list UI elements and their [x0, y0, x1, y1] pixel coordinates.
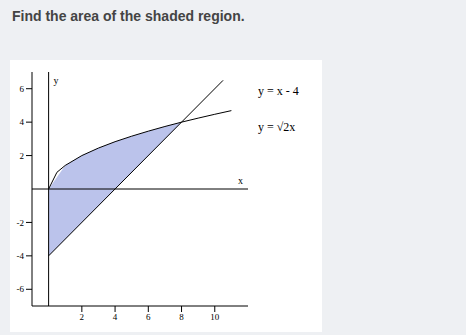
svg-text:6: 6 — [20, 84, 25, 94]
svg-text:4: 4 — [20, 117, 25, 127]
svg-text:10: 10 — [210, 312, 220, 322]
html-text:Find the area of the shaded re: Find the area of the shaded region. — [12, 8, 245, 24]
html-text:y = x - 4: y = x - 4 — [258, 84, 299, 98]
svg-text:8: 8 — [179, 312, 184, 322]
svg-text:y: y — [54, 75, 59, 86]
svg-text:6: 6 — [146, 312, 151, 322]
svg-text:2: 2 — [80, 312, 85, 322]
svg-text:4: 4 — [113, 312, 118, 322]
svg-text:-2: -2 — [17, 218, 25, 228]
svg-text:x: x — [238, 175, 243, 186]
svg-text:-4: -4 — [17, 251, 25, 261]
svg-text:-6: -6 — [17, 284, 25, 294]
svg-text:2: 2 — [20, 151, 25, 161]
html-text:y = √2x: y = √2x — [258, 120, 296, 134]
